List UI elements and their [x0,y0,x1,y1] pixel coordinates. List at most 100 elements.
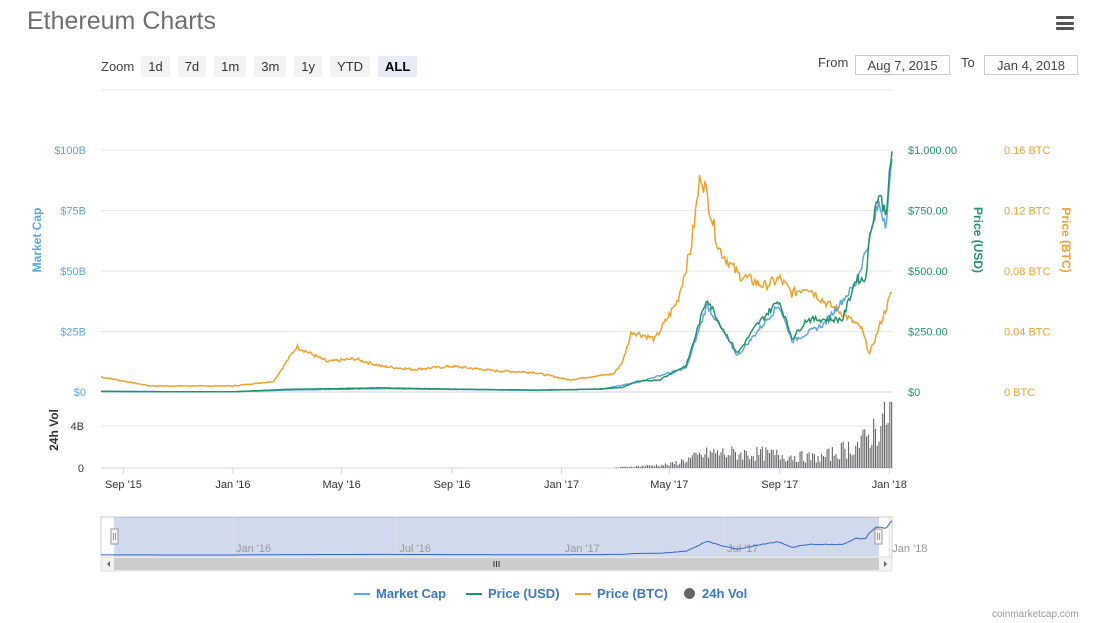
volume-bar [688,457,690,468]
navigator-tick-label: Jan '17 [565,543,600,555]
volume-bar [695,452,697,468]
legend-market-cap[interactable]: Market Cap [354,586,446,601]
y-tick-price-btc: 0 BTC [1004,387,1035,399]
volume-bar [765,447,767,468]
y-tick-market-cap: $0 [74,387,86,399]
volume-bar [781,455,783,468]
volume-bar [645,466,647,468]
volume-bar [713,448,715,468]
volume-bar [709,451,711,468]
volume-bar [869,447,871,468]
volume-bar [673,463,675,468]
to-date-input[interactable]: Jan 4, 2018 [984,55,1078,75]
zoom-button-3m[interactable]: 3m [254,55,287,77]
scroll-left-arrow-icon[interactable] [107,561,110,567]
y-tick-price-btc: 0.04 BTC [1004,327,1051,339]
volume-bar [625,466,627,468]
scroll-right-arrow-icon[interactable] [884,561,887,567]
volume-bar [857,441,859,468]
volume-bar [643,466,645,468]
volume-bar [697,454,699,468]
legend-label-price-usd: Price (USD) [488,586,560,601]
navigator-scrollbar-thumb[interactable] [114,558,879,570]
volume-bar [733,449,735,468]
volume-bar [860,435,862,468]
volume-bar [693,452,695,468]
zoom-label: Zoom [101,58,135,74]
volume-bar [758,455,760,468]
legend-price-btc[interactable]: Price (BTC) [575,586,668,601]
axis-title-price-btc: Price (BTC) [1059,207,1073,272]
volume-bar [876,445,878,468]
zoom-button-1y[interactable]: 1y [294,55,323,77]
volume-bar [848,441,850,468]
y-tick-volume: 4B [71,421,84,433]
volume-bar [831,447,833,468]
volume-bar [853,454,855,468]
hamburger-menu-icon[interactable] [1056,16,1074,30]
volume-bar [634,466,636,468]
volume-bar [699,452,701,468]
legend-volume[interactable]: 24h Vol [684,586,747,601]
zoom-toolbar: Zoom 1d 7d 1m 3m 1y YTD ALL [101,55,425,77]
volume-bar [664,463,666,468]
to-label: To [961,55,975,70]
zoom-button-all[interactable]: ALL [378,55,418,77]
volume-bar [804,462,806,468]
volume-bar [702,457,704,468]
volume-bar [742,459,744,468]
volume-bar [839,459,841,468]
volume-bar [878,441,880,468]
y-tick-market-cap: $50B [60,266,86,278]
zoom-button-1d[interactable]: 1d [141,55,170,77]
credit-link[interactable]: coinmarketcap.com [992,609,1079,620]
x-tick-label: May '17 [650,479,688,491]
y-tick-market-cap: $25B [60,327,86,339]
volume-bar [672,462,674,468]
volume-bar [715,453,717,468]
navigator-tick-label: Jul '17 [727,543,758,555]
y-tick-price-btc: 0.12 BTC [1004,206,1051,218]
volume-bar [858,447,860,468]
navigator-tick-label: Jan '16 [236,543,271,555]
zoom-button-1m[interactable]: 1m [214,55,247,77]
navigator-right-handle[interactable] [874,528,883,545]
volume-bar [654,466,656,468]
zoom-button-ytd[interactable]: YTD [330,55,371,77]
y-tick-price-usd: $0 [908,387,920,399]
legend-label-market-cap: Market Cap [376,586,447,601]
volume-bar [718,455,720,468]
volume-bar [690,458,692,468]
volume-bar [630,466,632,468]
axis-title-volume: 24h Vol [47,409,61,451]
y-tick-price-usd: $250.00 [908,327,948,339]
x-tick-label: Jan '16 [215,479,250,491]
volume-bar [885,424,887,468]
legend-price-usd[interactable]: Price (USD) [466,586,560,601]
from-date-input[interactable]: Aug 7, 2015 [855,55,950,75]
volume-bar [727,455,729,468]
navigator-left-handle[interactable] [110,528,119,545]
series-price-usd [100,151,893,393]
volume-bar [799,451,801,468]
x-tick-label: Jan '17 [544,479,579,491]
volume-bar [722,448,724,468]
volume-bar [844,448,846,468]
zoom-button-7d[interactable]: 7d [177,55,207,77]
volume-bar [778,454,780,468]
volume-bar [880,426,882,468]
volume-bar [668,465,670,468]
volume-bar [711,452,713,468]
volume-bar [704,454,706,468]
volume-bar [751,456,753,468]
volume-bar [670,462,672,468]
volume-bar [770,449,772,468]
navigator-tick-label: Jul '16 [399,543,430,555]
volume-bar [754,461,756,468]
volume-bar [828,448,830,468]
volume-bar [639,466,641,468]
volume-bar [659,466,661,468]
volume-bar [882,413,884,468]
volume-bar [729,455,731,468]
volume-bar [833,455,835,468]
